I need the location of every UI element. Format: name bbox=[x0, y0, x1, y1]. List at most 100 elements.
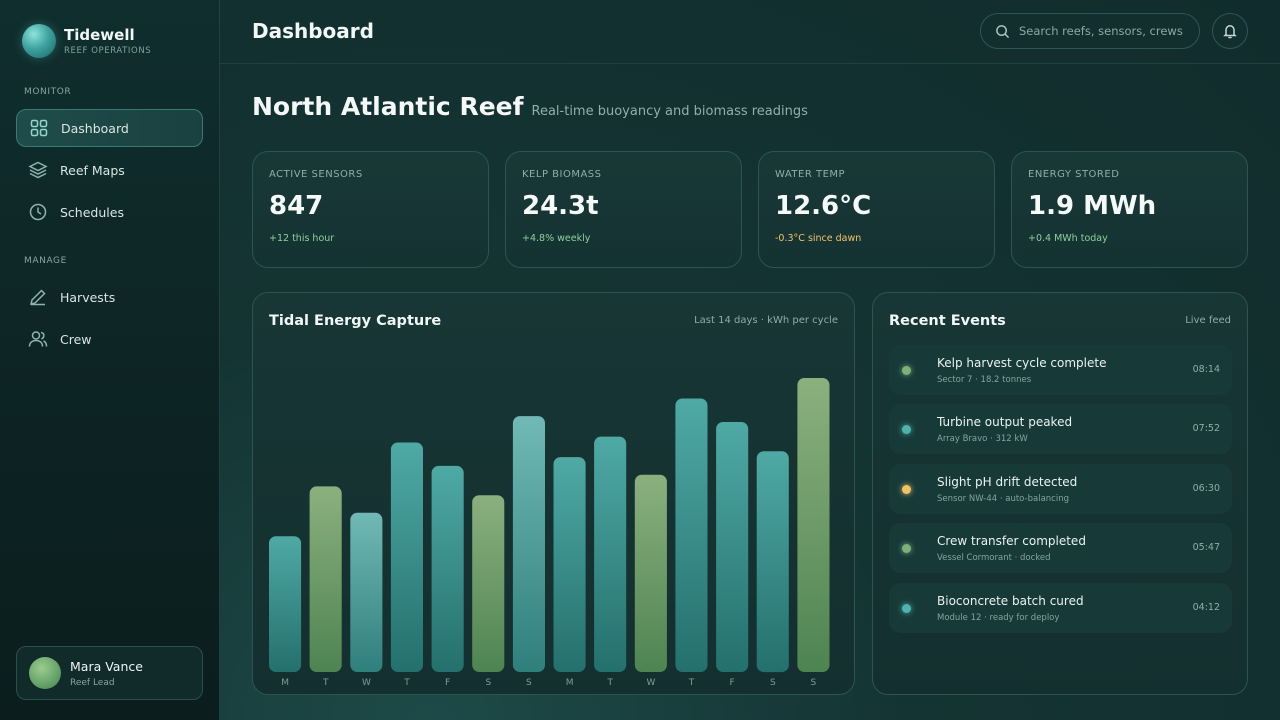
chart-bar[interactable] bbox=[431, 465, 464, 672]
chart-bar[interactable] bbox=[553, 457, 586, 672]
event-title: Turbine output peaked bbox=[937, 415, 1073, 429]
bell-icon bbox=[1223, 25, 1237, 39]
x-tick-label: W bbox=[362, 678, 371, 688]
layers-icon bbox=[28, 161, 48, 179]
sidebar-item-crew[interactable]: Crew bbox=[16, 320, 203, 358]
notifications-button[interactable] bbox=[1212, 13, 1248, 49]
chart-bar[interactable] bbox=[594, 436, 627, 672]
chart-bar[interactable] bbox=[797, 378, 830, 672]
search-placeholder: Search reefs, sensors, crews bbox=[1019, 24, 1183, 38]
nav-section-monitor: MONITOR bbox=[24, 87, 72, 97]
x-tick-label: S bbox=[526, 678, 532, 688]
brand-subtitle: REEF OPERATIONS bbox=[64, 46, 152, 56]
event-title: Slight pH drift detected bbox=[937, 475, 1078, 489]
chart-bar[interactable] bbox=[309, 486, 342, 672]
x-tick-label: F bbox=[445, 678, 450, 688]
x-tick-label: S bbox=[770, 678, 776, 688]
chart-bar[interactable] bbox=[756, 451, 789, 673]
brand[interactable]: Tidewell REEF OPERATIONS bbox=[22, 24, 151, 58]
avatar bbox=[29, 657, 61, 689]
event-time: 08:14 bbox=[1192, 364, 1220, 375]
stat-card-water-temp: WATER TEMP 12.6°C -0.3°C since dawn bbox=[758, 151, 995, 268]
event-item[interactable]: Crew transfer completed Vessel Cormorant… bbox=[889, 523, 1232, 573]
event-status-dot bbox=[902, 485, 911, 494]
event-time: 07:52 bbox=[1192, 423, 1220, 434]
event-detail: Vessel Cormorant · docked bbox=[937, 553, 1051, 563]
stat-label: ENERGY STORED bbox=[1028, 169, 1120, 180]
event-time: 05:47 bbox=[1192, 542, 1220, 553]
chart-bar[interactable] bbox=[675, 398, 708, 673]
sidebar-item-label: Crew bbox=[60, 331, 92, 347]
chart-meta: Last 14 days · kWh per cycle bbox=[694, 315, 838, 326]
event-status-dot bbox=[902, 425, 911, 434]
sidebar-item-harvests[interactable]: Harvests bbox=[16, 278, 203, 316]
event-time: 06:30 bbox=[1192, 483, 1220, 494]
event-title: Bioconcrete batch cured bbox=[937, 594, 1084, 608]
event-detail: Sensor NW-44 · auto-balancing bbox=[937, 494, 1069, 504]
x-tick-label: S bbox=[485, 678, 491, 688]
event-item[interactable]: Turbine output peaked Array Bravo · 312 … bbox=[889, 404, 1232, 454]
clock-icon bbox=[29, 203, 47, 221]
stat-label: KELP BIOMASS bbox=[522, 169, 602, 180]
reef-title: North Atlantic Reef bbox=[252, 92, 524, 121]
x-tick-label: F bbox=[730, 678, 735, 688]
live-feed-label: Live feed bbox=[1185, 315, 1231, 326]
stat-value: 12.6°C bbox=[775, 191, 872, 221]
sidebar-item-schedules[interactable]: Schedules bbox=[16, 193, 203, 231]
chart-panel: M T W T F S S M T W T F S S Tidal Energy Capture Last… bbox=[252, 292, 855, 695]
event-item[interactable]: Kelp harvest cycle complete Sector 7 · 1… bbox=[889, 345, 1232, 395]
event-status-dot bbox=[902, 544, 911, 553]
chart-title: Tidal Energy Capture bbox=[269, 313, 442, 329]
brand-name: Tidewell bbox=[64, 26, 135, 44]
event-item[interactable]: Bioconcrete batch cured Module 12 · read… bbox=[889, 583, 1232, 633]
x-tick-label: W bbox=[646, 678, 655, 688]
stat-label: WATER TEMP bbox=[775, 169, 846, 180]
x-tick-label: T bbox=[606, 678, 613, 688]
event-title: Crew transfer completed bbox=[937, 534, 1086, 548]
event-status-dot bbox=[902, 366, 911, 375]
search-icon bbox=[996, 24, 1010, 38]
x-tick-label: T bbox=[688, 678, 695, 688]
events-title: Recent Events bbox=[889, 313, 1006, 329]
event-item[interactable]: Slight pH drift detected Sensor NW-44 · … bbox=[889, 464, 1232, 514]
sidebar-item-label: Schedules bbox=[60, 204, 124, 220]
sidebar-item-label: Dashboard bbox=[61, 120, 129, 136]
chart-bar[interactable] bbox=[350, 512, 383, 672]
stat-value: 1.9 MWh bbox=[1028, 191, 1157, 221]
user-name: Mara Vance bbox=[70, 658, 143, 674]
user-card[interactable]: Mara Vance Reef Lead bbox=[16, 646, 203, 700]
logo-icon bbox=[22, 24, 56, 58]
x-tick-label: M bbox=[281, 678, 289, 688]
grid-icon bbox=[30, 119, 48, 137]
stat-delta: -0.3°C since dawn bbox=[775, 233, 862, 244]
pen-icon bbox=[29, 289, 46, 306]
event-status-dot bbox=[902, 604, 911, 613]
chart-bar[interactable] bbox=[390, 442, 423, 673]
chart-bar[interactable] bbox=[634, 474, 667, 672]
user-role: Reef Lead bbox=[70, 677, 115, 688]
search-input[interactable]: Search reefs, sensors, crews bbox=[980, 13, 1200, 49]
sidebar-item-dashboard[interactable]: Dashboard bbox=[16, 109, 203, 147]
events-panel: Recent Events Live feed Kelp harvest cyc… bbox=[872, 292, 1248, 695]
x-tick-label: T bbox=[322, 678, 329, 688]
stat-card-energy-stored: ENERGY STORED 1.9 MWh +0.4 MWh today bbox=[1011, 151, 1248, 268]
event-time: 04:12 bbox=[1192, 602, 1220, 613]
stat-label: ACTIVE SENSORS bbox=[269, 169, 363, 180]
main-content: Dashboard Search reefs, sensors, crews N… bbox=[220, 0, 1280, 720]
event-title: Kelp harvest cycle complete bbox=[937, 356, 1107, 370]
event-detail: Array Bravo · 312 kW bbox=[937, 434, 1028, 444]
chart-bar[interactable] bbox=[512, 416, 545, 672]
sidebar-item-label: Harvests bbox=[60, 289, 116, 305]
stat-value: 24.3t bbox=[522, 191, 599, 221]
chart-bar[interactable] bbox=[716, 422, 749, 672]
sidebar-item-reef-maps[interactable]: Reef Maps bbox=[16, 151, 203, 189]
stat-card-active-sensors: ACTIVE SENSORS 847 +12 this hour bbox=[252, 151, 489, 268]
nav-section-manage: MANAGE bbox=[24, 256, 67, 266]
stat-delta: +4.8% weekly bbox=[522, 233, 591, 244]
chart-bar[interactable] bbox=[269, 536, 302, 672]
reef-subtitle: Real-time buoyancy and biomass readings bbox=[531, 104, 808, 119]
chart-bar[interactable] bbox=[472, 495, 505, 672]
topbar: Dashboard Search reefs, sensors, crews bbox=[220, 0, 1280, 64]
